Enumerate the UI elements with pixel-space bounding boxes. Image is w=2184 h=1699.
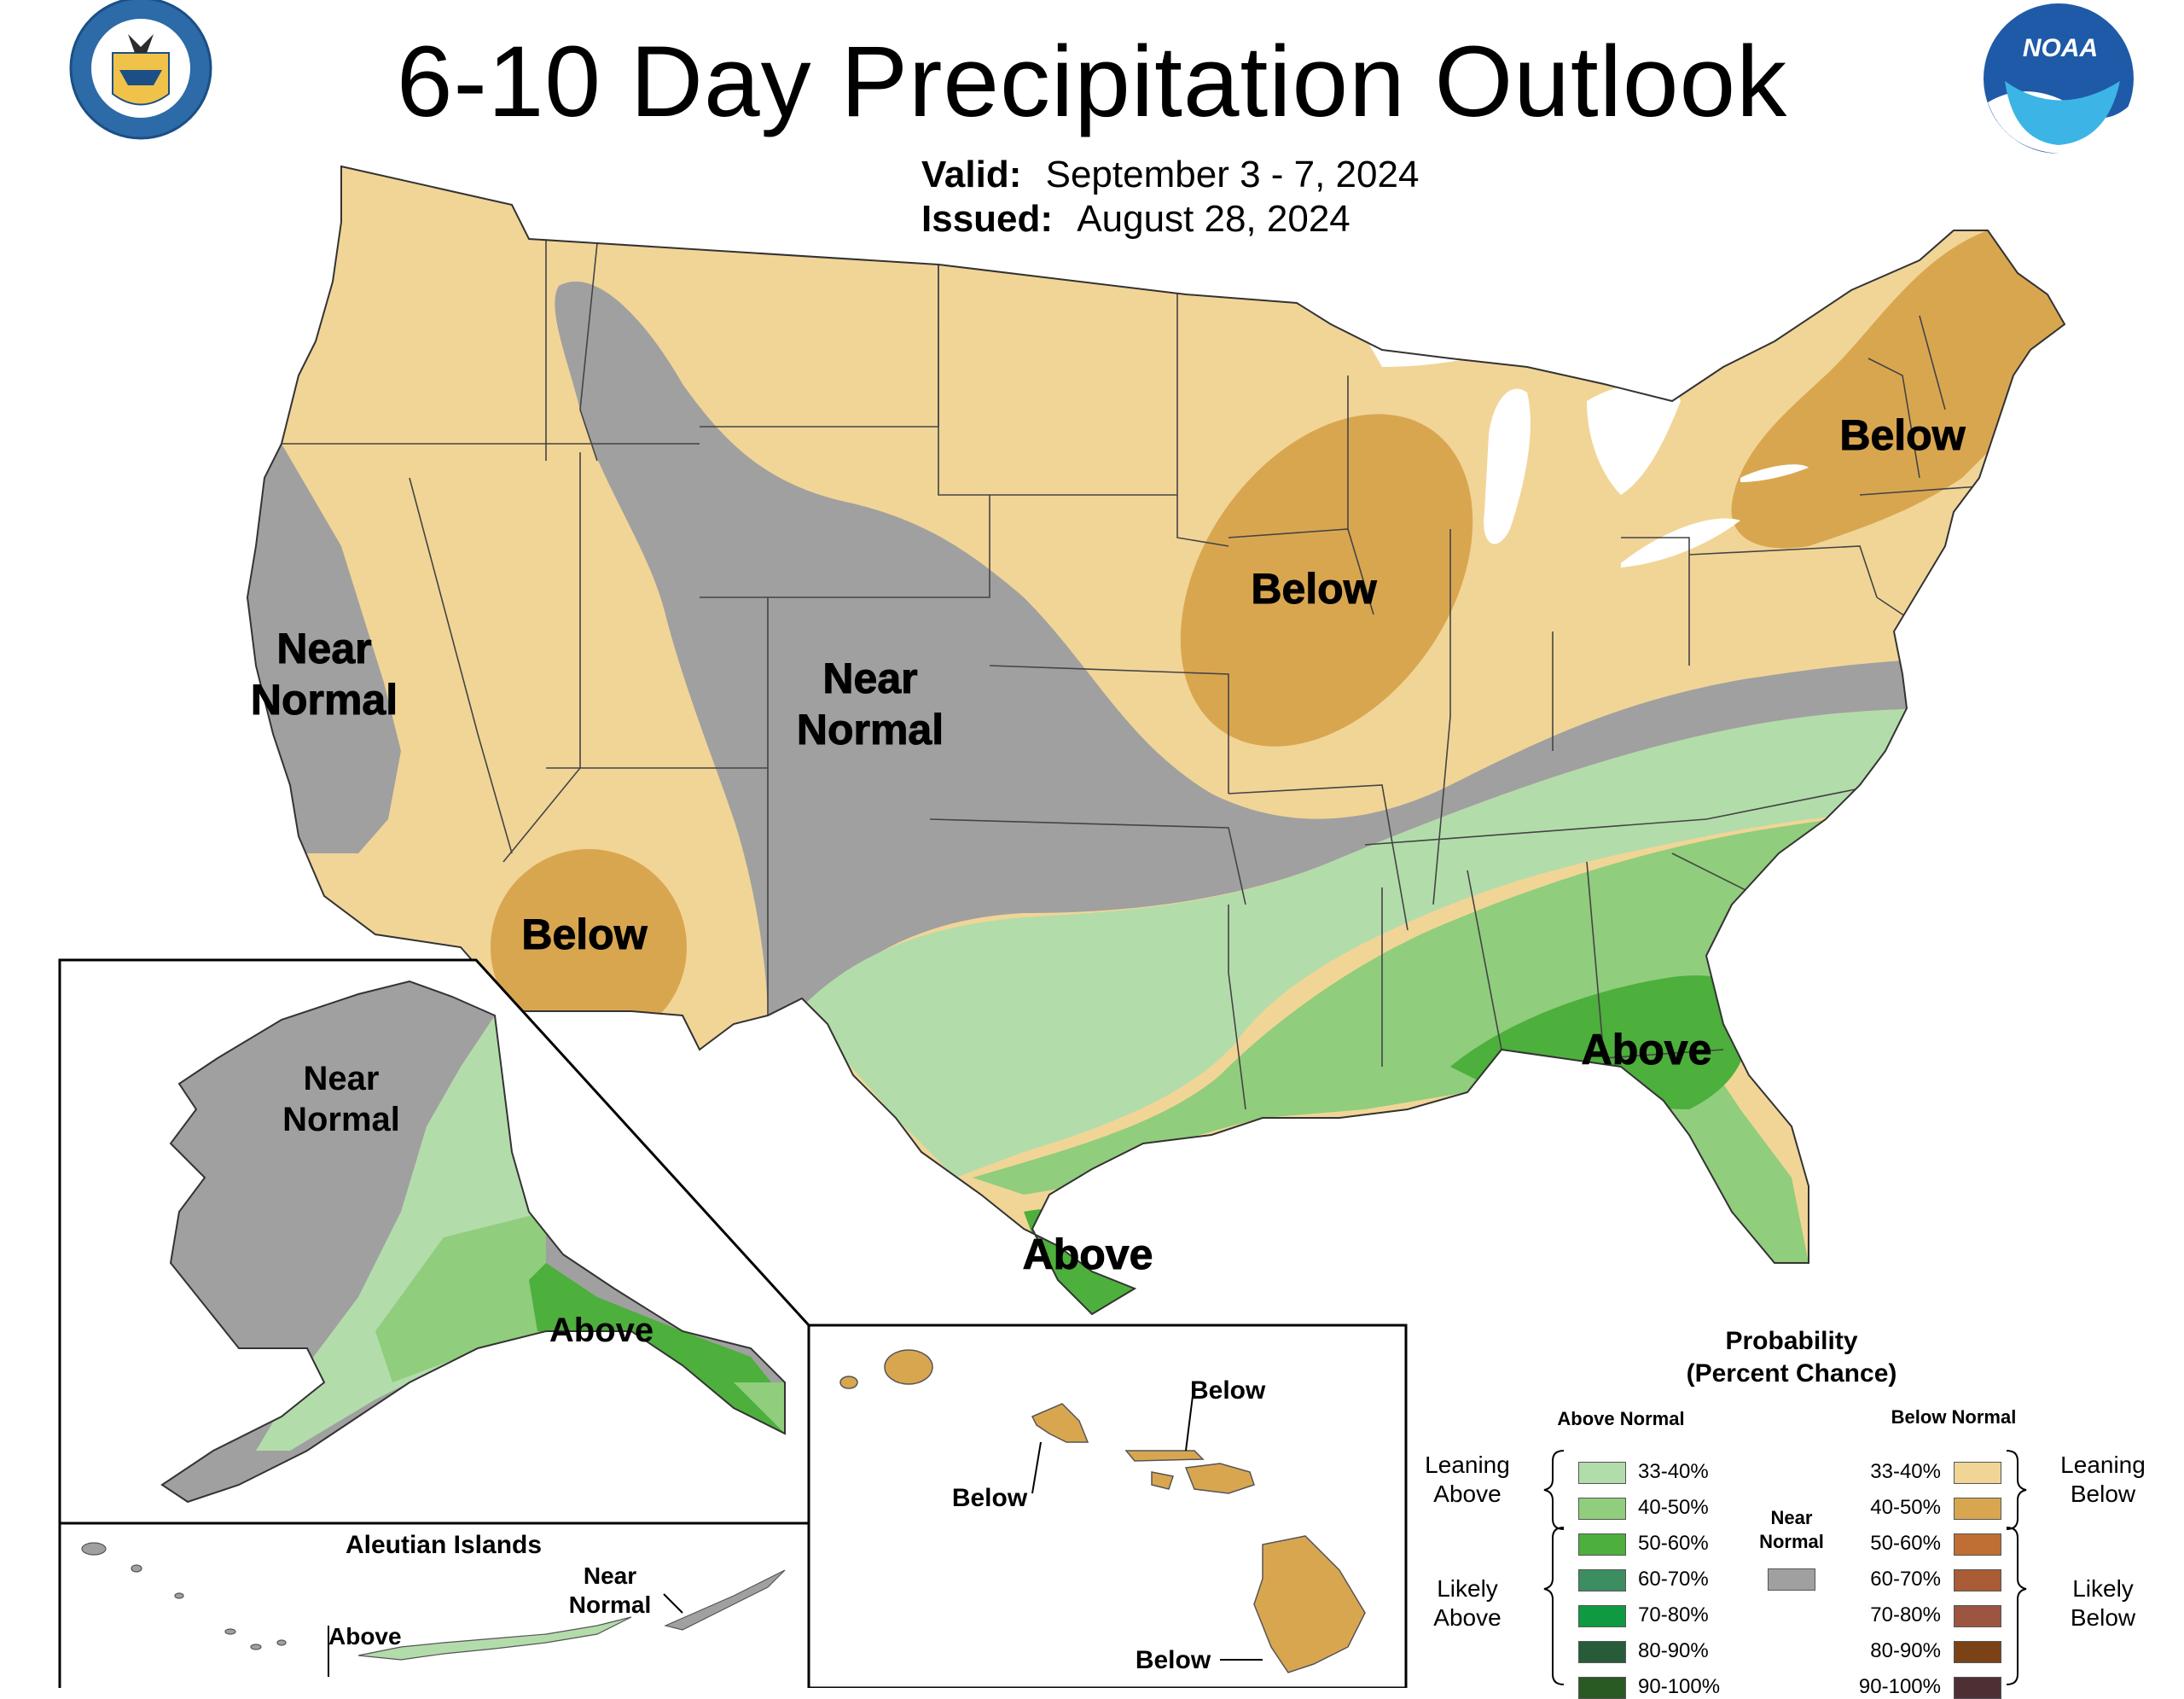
island-hawaii xyxy=(1253,1535,1366,1673)
legend-below-label-0: 33-40% xyxy=(1870,1460,1941,1483)
legend-above-label-0: 33-40% xyxy=(1638,1460,1709,1483)
legend-above-label-1: 40-50% xyxy=(1638,1496,1709,1519)
leaning-above-33-40-region xyxy=(802,649,2030,1178)
noaa-logo xyxy=(1984,3,2134,154)
page-title: 6-10 Day Precipitation Outlook xyxy=(396,26,1788,138)
legend-below-label-3: 60-70% xyxy=(1870,1568,1941,1591)
label-hi-below-oahu: Below xyxy=(951,1484,1028,1512)
legend-leaning-below: Leaning Below xyxy=(2060,1452,2146,1507)
aleutian-inset xyxy=(58,1522,810,1688)
legend-below-swatch-0 xyxy=(1954,1462,2001,1484)
legend-below-swatch-5 xyxy=(1954,1641,2001,1663)
label-below-midwest: Below xyxy=(1251,565,1377,614)
below-midwest-region xyxy=(1180,414,1473,747)
legend-below-label-1: 40-50% xyxy=(1870,1496,1941,1519)
legend-leaning-above: Leaning Above xyxy=(1425,1452,1510,1507)
label-aleutian-near-normal: Near Normal xyxy=(568,1562,652,1618)
valid-date: September 3 - 7, 2024 xyxy=(1045,154,1420,195)
legend-title-line2: (Percent Chance) xyxy=(1686,1359,1897,1388)
legend-above-swatch-0 xyxy=(1578,1462,1626,1484)
label-above-southeast: Above xyxy=(1581,1026,1712,1074)
issued-row: Issued: August 28, 2024 xyxy=(921,198,1350,241)
label-above-texas: Above xyxy=(1022,1231,1153,1279)
island-oahu xyxy=(1031,1403,1089,1443)
legend-below-label-4: 70-80% xyxy=(1870,1603,1941,1626)
legend-above-swatch-6 xyxy=(1578,1677,1626,1699)
island-kauai xyxy=(884,1349,933,1385)
legend-above-swatch-3 xyxy=(1578,1569,1626,1591)
legend-above-label-6: 90-100% xyxy=(1638,1675,1721,1698)
label-hi-below-maui: Below xyxy=(1190,1376,1266,1405)
legend-below-swatch-6 xyxy=(1954,1677,2001,1699)
label-ak-near-normal: Near Normal xyxy=(282,1060,400,1138)
alaska-inset xyxy=(58,958,810,1688)
legend-above-label-5: 80-90% xyxy=(1638,1639,1709,1662)
lake-erie xyxy=(1621,518,1740,567)
legend-above-label-3: 60-70% xyxy=(1638,1568,1709,1591)
legend-braces xyxy=(1543,1450,2027,1685)
label-ak-above: Above xyxy=(549,1312,654,1349)
legend-below-swatch-3 xyxy=(1954,1569,2001,1591)
legend-above-label-2: 50-60% xyxy=(1638,1532,1709,1555)
issued-date: August 28, 2024 xyxy=(1077,198,1350,240)
label-hi-below-big-island: Below xyxy=(1135,1646,1211,1674)
valid-row: Valid: September 3 - 7, 2024 xyxy=(921,154,1419,196)
lake-michigan xyxy=(1484,388,1531,544)
noaa-logo-text: NOAA xyxy=(2022,34,2099,62)
department-of-commerce-seal xyxy=(69,0,212,140)
legend-likely-below: Likely Below xyxy=(2070,1575,2136,1631)
legend-title-line1: Probability xyxy=(1725,1327,1858,1355)
legend-above-swatch-4 xyxy=(1578,1605,1626,1627)
legend-near-normal: Near Normal xyxy=(1759,1507,1824,1552)
legend-below-swatch-2 xyxy=(1954,1533,2001,1556)
lake-huron xyxy=(1587,383,1681,495)
legend-above-swatch-1 xyxy=(1578,1498,1626,1520)
label-aleutian-above: Above xyxy=(328,1623,402,1650)
legend: Probability (Percent Chance) Above Norma… xyxy=(1408,1327,2184,1699)
legend-likely-above: Likely Above xyxy=(1433,1575,1502,1631)
legend-above-swatch-2 xyxy=(1578,1533,1626,1556)
island-molokai xyxy=(1124,1450,1205,1462)
below-northeast-region xyxy=(1731,230,2065,549)
island-maui xyxy=(1184,1463,1255,1494)
legend-below-label-6: 90-100% xyxy=(1858,1675,1941,1698)
legend-above-header: Above Normal xyxy=(1557,1408,1685,1429)
label-below-northeast: Below xyxy=(1839,411,1966,460)
island-lanai xyxy=(1151,1471,1174,1490)
valid-label: Valid: xyxy=(921,154,1022,195)
label-near-normal-west: Near Normal xyxy=(250,625,398,724)
lake-superior xyxy=(1365,305,1548,367)
near-normal-central-region xyxy=(555,281,1962,1024)
legend-below-label-5: 80-90% xyxy=(1870,1639,1941,1662)
issued-label: Issued: xyxy=(921,198,1054,240)
legend-below-label-2: 50-60% xyxy=(1870,1532,1941,1555)
legend-above-swatch-5 xyxy=(1578,1641,1626,1663)
label-near-normal-central: Near Normal xyxy=(796,655,944,754)
label-below-southwest: Below xyxy=(521,911,648,959)
legend-below-swatch-1 xyxy=(1954,1498,2001,1520)
below-southwest-region xyxy=(491,849,687,1045)
aleutian-title: Aleutian Islands xyxy=(345,1531,543,1559)
legend-below-swatch-4 xyxy=(1954,1605,2001,1627)
lake-ontario xyxy=(1740,464,1809,482)
legend-below-header: Below Normal xyxy=(1891,1406,2017,1428)
hawaii-inset xyxy=(807,1324,1408,1688)
legend-above-label-4: 70-80% xyxy=(1638,1603,1709,1626)
legend-near-normal-swatch xyxy=(1768,1568,1815,1591)
